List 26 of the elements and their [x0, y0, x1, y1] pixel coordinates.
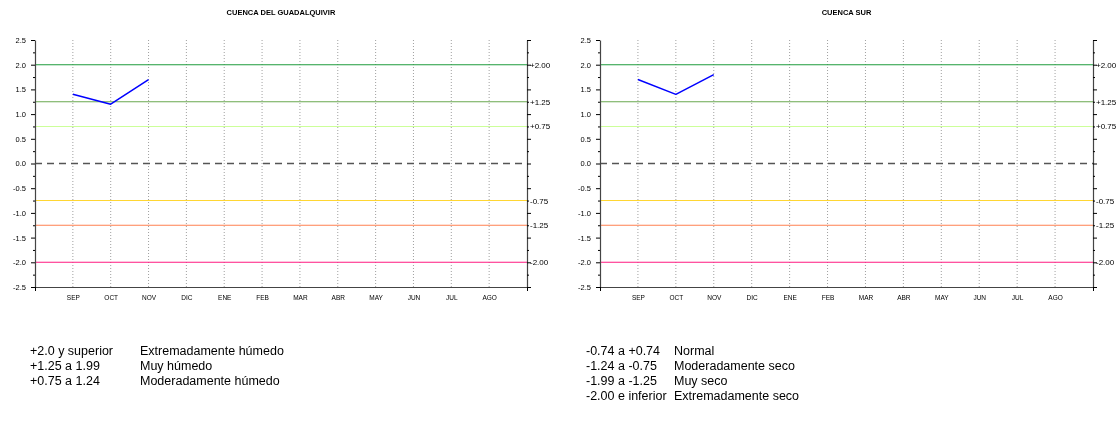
text: -1.24 a -0.75: [586, 359, 657, 373]
ref-line-label: -2.00: [1096, 258, 1115, 268]
text: +1.25 a 1.99: [30, 359, 100, 373]
ref-line-label: -2.00: [530, 258, 549, 268]
ref-line-label: +1.25: [530, 97, 551, 107]
text: Moderadamente húmedo: [140, 374, 280, 388]
ref-line-label: +0.75: [1096, 122, 1117, 132]
ref-line-label: -1.25: [1096, 221, 1115, 231]
text: +0.75 a 1.24: [30, 374, 100, 388]
ref-line-label: +2.00: [1096, 60, 1117, 70]
text: Muy húmedo: [140, 359, 213, 373]
ref-line-label: -1.25: [530, 221, 549, 231]
text: Extremadamente seco: [674, 389, 800, 403]
text: -1.99 a -1.25: [586, 374, 657, 388]
ref-line-label: -0.75: [530, 196, 549, 206]
ref-line-label: +0.75: [530, 122, 551, 132]
text: Normal: [674, 344, 715, 358]
ref-line-label: -0.75: [1096, 196, 1115, 206]
ref-line-label: +1.25: [1096, 97, 1117, 107]
text: Extremadamente húmedo: [140, 344, 284, 358]
ref-line-label: +2.00: [530, 60, 551, 70]
text: Muy seco: [674, 374, 728, 388]
text: +2.0 y superior: [30, 344, 114, 358]
text: -0.74 a +0.74: [586, 344, 661, 358]
text: -2.00 e inferior: [586, 389, 667, 403]
text: Moderadamente seco: [674, 359, 795, 373]
